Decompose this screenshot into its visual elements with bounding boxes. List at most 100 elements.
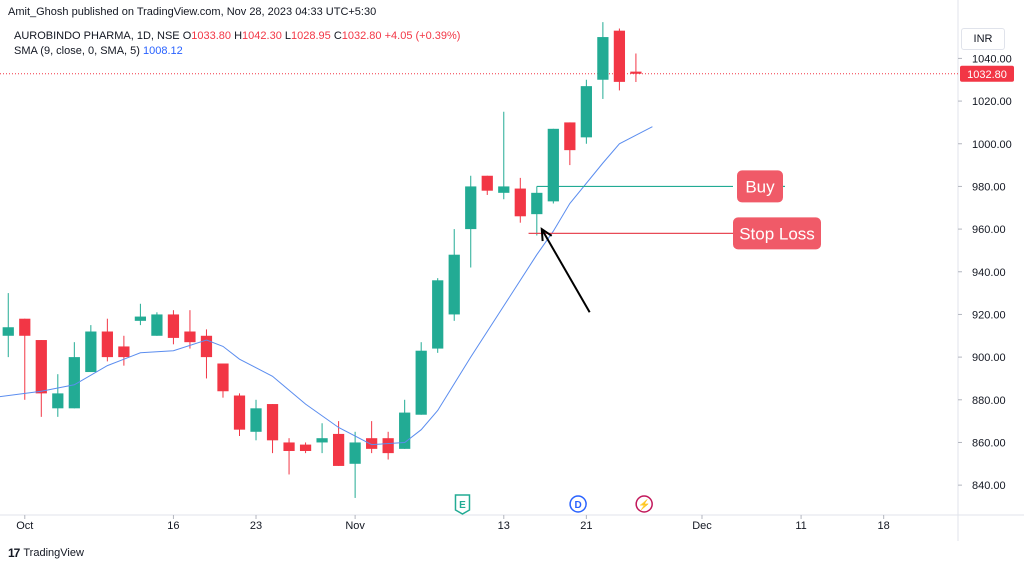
y-tick-label: 980.00	[972, 181, 1006, 193]
candle-down	[101, 318, 113, 362]
candle-body	[2, 327, 14, 336]
candle-body	[200, 335, 213, 358]
candle-down	[564, 122, 576, 166]
candle-body	[580, 86, 592, 138]
candle-body	[332, 433, 345, 466]
y-tick-label: 900.00	[972, 352, 1006, 364]
close-value: 1032.80	[341, 30, 382, 42]
candle-body	[432, 280, 444, 349]
ohlc-row: AUROBINDO PHARMA, 1D, NSE O1033.80 H1042…	[14, 29, 460, 44]
event-marker[interactable]: D	[569, 495, 587, 513]
candle-up	[432, 278, 444, 353]
candle-down	[266, 404, 279, 454]
event-marker-symbol: ⚡	[638, 498, 650, 511]
event-marker[interactable]: E	[454, 494, 471, 515]
candle-down	[217, 363, 229, 398]
candle-down	[366, 421, 378, 454]
event-marker[interactable]: ⚡	[635, 495, 653, 513]
low-label: L	[284, 30, 291, 42]
candle-body	[316, 438, 328, 443]
publisher-line: Amit_Ghosh published on TradingView.com,…	[8, 6, 377, 18]
y-tick-label: 1000.00	[972, 139, 1012, 151]
candle-body	[134, 316, 147, 321]
candle-body	[283, 442, 295, 451]
candle-up	[52, 374, 64, 417]
dividend-marker-icon	[569, 495, 587, 513]
candle-body	[118, 346, 130, 358]
last-price-tag-label: 1032.80	[967, 69, 1007, 81]
candle-down	[332, 421, 345, 466]
buy-label: Buy	[745, 177, 775, 196]
y-tick-label: 1040.00	[972, 53, 1012, 65]
candle-body	[349, 442, 361, 464]
candle-body	[85, 331, 97, 373]
currency-button[interactable]: INR	[961, 28, 1005, 50]
event-marker-symbol: D	[574, 500, 581, 511]
y-tick-label: 860.00	[972, 437, 1006, 449]
stop-loss-label: Stop Loss	[739, 224, 815, 243]
y-tick-label: 840.00	[972, 480, 1006, 492]
sma-row: SMA (9, close, 0, SMA, 5) 1008.12	[14, 44, 460, 59]
x-tick-label: 18	[878, 520, 890, 532]
candle-body	[613, 30, 626, 82]
candle-up	[498, 111, 510, 200]
x-tick-label: 11	[795, 520, 806, 532]
tradingview-logo-icon: 17	[8, 546, 20, 560]
candle-body	[250, 408, 262, 432]
candle-body	[597, 37, 609, 80]
open-label: O	[182, 30, 192, 42]
candle-up	[465, 175, 477, 268]
high-value: 1042.30	[242, 30, 282, 42]
candle-up	[547, 128, 559, 204]
candle-down	[233, 393, 246, 437]
candle-up	[151, 312, 163, 336]
candle-up	[68, 342, 80, 409]
candle-body	[498, 186, 510, 193]
earnings-marker-icon	[454, 494, 471, 515]
candle-up	[399, 399, 411, 449]
candle-body	[481, 175, 493, 191]
x-tick-label: Dec	[692, 520, 712, 532]
arrow-head	[540, 227, 553, 242]
candle-body	[399, 412, 411, 449]
footer-brand: 17 TradingView	[8, 546, 84, 560]
x-tick-label: 23	[250, 520, 262, 532]
y-tick-label: 960.00	[972, 224, 1006, 236]
candle-body	[68, 357, 80, 409]
candle-body	[101, 331, 113, 358]
stop-loss-label-bg	[733, 217, 821, 250]
open-value: 1033.80	[191, 30, 232, 42]
x-tick-label: 21	[580, 520, 592, 532]
candle-up	[580, 79, 592, 144]
x-tick-label: Nov	[345, 520, 365, 532]
x-tick-label: Oct	[16, 520, 33, 532]
candle-down	[382, 431, 394, 460]
y-tick-label: 920.00	[972, 309, 1006, 321]
sma-label[interactable]: SMA (9, close, 0, SMA, 5)	[14, 45, 140, 57]
candle-body	[514, 188, 526, 217]
change-value: +4.05 (+0.39%)	[384, 30, 461, 42]
candle-up	[134, 303, 147, 326]
candle-body	[35, 340, 47, 394]
y-tick-label: 880.00	[972, 395, 1006, 407]
candle-up	[448, 229, 460, 321]
candle-up	[316, 423, 328, 454]
symbol-label[interactable]: AUROBINDO PHARMA, 1D, NSE	[14, 30, 180, 42]
candle-up	[349, 431, 361, 498]
x-tick-label: 16	[167, 520, 179, 532]
candle-down	[613, 28, 626, 91]
chart-legend: AUROBINDO PHARMA, 1D, NSE O1033.80 H1042…	[14, 29, 460, 59]
high-label: H	[234, 30, 243, 42]
candle-body	[465, 186, 477, 230]
candle-down	[514, 177, 526, 223]
candle-down	[630, 53, 642, 82]
sma-value: 1008.12	[143, 45, 183, 57]
candle-down	[283, 438, 295, 475]
candle-body	[266, 404, 279, 441]
candle-body	[366, 438, 378, 449]
candle-body	[448, 254, 460, 315]
candle-down	[167, 310, 180, 345]
last-price-tag	[960, 65, 1014, 82]
sma-line	[0, 126, 653, 446]
